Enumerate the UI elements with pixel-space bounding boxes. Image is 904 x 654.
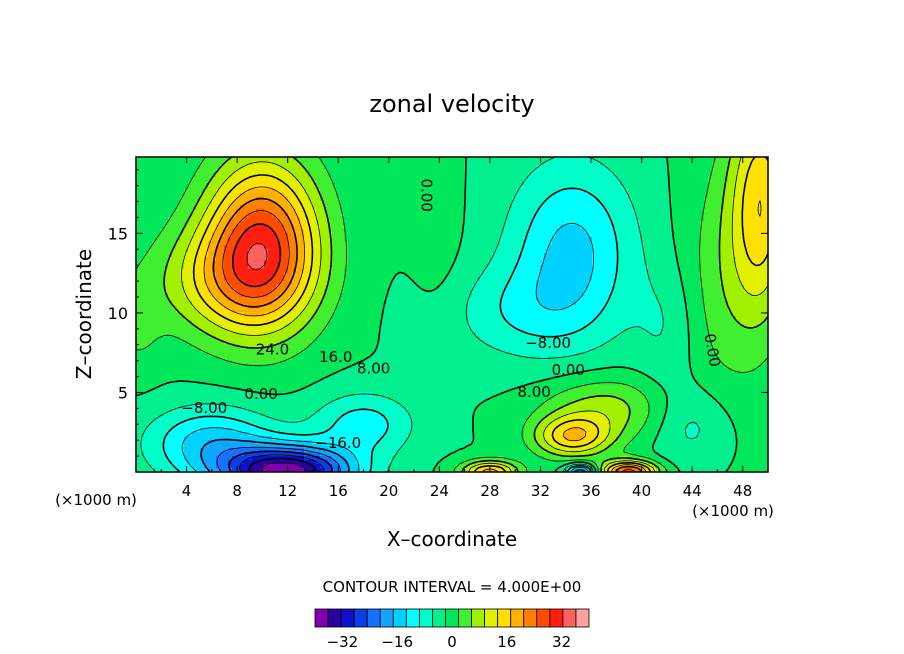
x-tick-label: 40 <box>632 482 651 500</box>
x-tick-label: 16 <box>329 482 348 500</box>
colorbar-tick-label: −32 <box>327 633 359 651</box>
y-tick-label: 10 <box>108 304 128 323</box>
contour-line <box>136 157 738 472</box>
contour-line <box>246 243 268 271</box>
x-tick-label: 48 <box>733 482 752 500</box>
colorbar-swatch <box>523 608 538 628</box>
contour-labels: 24.0 16.08.000.00−8.00−16.00.00−8.000.008… <box>181 178 724 452</box>
contour-line <box>238 454 325 472</box>
colorbar-swatch <box>353 608 368 628</box>
contour-label: 0.00 <box>700 332 724 368</box>
colorbar-swatch <box>405 608 420 628</box>
contour-label: 0.00 <box>244 385 277 403</box>
contour-line <box>212 197 643 472</box>
colorbar-swatch <box>471 608 486 628</box>
x-units-right: (×1000 m) <box>692 502 774 520</box>
colorbar-swatch <box>314 608 329 628</box>
contour-line <box>216 446 341 472</box>
colorbar-swatch <box>549 608 564 628</box>
x-tick-label: 12 <box>278 482 297 500</box>
contour-interval-note: CONTOUR INTERVAL = 4.000E+00 <box>323 578 582 596</box>
x-tick-label: 28 <box>480 482 499 500</box>
contour-line <box>222 210 637 472</box>
contour-line <box>192 157 768 472</box>
colorbar-swatch <box>327 608 342 628</box>
colorbar-tick-label: −16 <box>381 633 413 651</box>
contour-field <box>136 157 768 472</box>
contour-line <box>232 223 282 288</box>
colorbar-swatch <box>497 608 512 628</box>
colorbar-swatch <box>392 608 407 628</box>
x-tick-label: 32 <box>531 482 550 500</box>
colorbar-swatch <box>575 608 590 628</box>
colorbar-swatch <box>536 608 551 628</box>
x-tick-label: 8 <box>232 482 242 500</box>
y-axis-label: Z–coordinate <box>72 249 96 379</box>
colorbar-swatch <box>445 608 459 628</box>
contour-label: 24.0 <box>256 340 289 358</box>
contour-label: −8.00 <box>181 399 227 417</box>
colorbar-tick-label: 32 <box>552 633 571 651</box>
x-tick-label: 20 <box>379 482 398 500</box>
x-tick-label: 24 <box>430 482 449 500</box>
colorbar-swatch <box>432 608 446 628</box>
chart-title: zonal velocity <box>369 90 534 118</box>
colorbar-swatch <box>418 608 433 628</box>
contour-label: 8.00 <box>517 383 550 401</box>
contour-label: 8.00 <box>357 359 390 377</box>
colorbar-swatch <box>366 608 381 628</box>
x-axis: 4 8 12 16 20 24 28 32 36 40 44 48 <box>160 157 752 500</box>
colorbar-swatch <box>458 608 472 628</box>
contour-lines <box>136 157 768 472</box>
contour-line <box>136 157 768 472</box>
y-tick-label: 5 <box>118 383 128 402</box>
contour-line <box>203 186 762 472</box>
colorbar-ticks: −32 −16 0 16 32 <box>327 633 572 651</box>
colorbar-swatch <box>379 608 394 628</box>
contour-label: −8.00 <box>525 334 571 352</box>
contour-line <box>228 450 334 472</box>
contour-label: −16.0 <box>315 434 361 452</box>
contour-line <box>260 462 307 472</box>
contour-label: 0.00 <box>552 361 585 379</box>
x-tick-label: 36 <box>581 482 600 500</box>
colorbar-swatch <box>484 608 499 628</box>
x-tick-label: 44 <box>683 482 702 500</box>
contour-line <box>181 222 594 472</box>
contour-line <box>140 157 700 472</box>
colorbar-swatch <box>340 608 355 628</box>
contour-label: 0.00 <box>418 178 436 211</box>
contour-line <box>200 438 587 472</box>
colorbar-tick-label: 0 <box>447 633 457 651</box>
colorbar-swatch <box>562 608 577 628</box>
contour-line <box>163 157 768 472</box>
colorbar <box>314 608 590 628</box>
x-tick-label: 4 <box>182 482 192 500</box>
colorbar-tick-label: 16 <box>497 633 516 651</box>
plot-frame <box>135 156 769 473</box>
contour-line <box>181 157 768 472</box>
contour-line <box>162 187 619 472</box>
contour-line <box>248 457 317 472</box>
contour-label: 16.0 <box>319 348 352 366</box>
x-units-left: (×1000 m) <box>55 491 137 509</box>
y-tick-label: 15 <box>108 224 128 243</box>
colorbar-swatch <box>510 608 525 628</box>
x-axis-label: X–coordinate <box>387 527 517 551</box>
y-axis: 5 10 15 <box>108 169 768 457</box>
